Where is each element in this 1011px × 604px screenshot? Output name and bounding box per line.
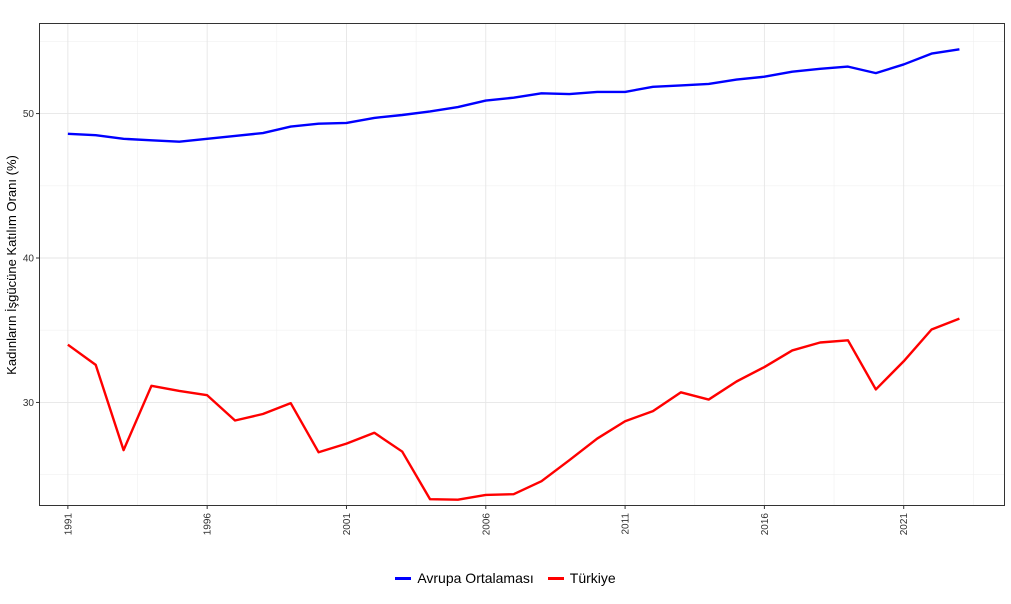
legend-label-avrupa: Avrupa Ortalaması <box>417 570 534 586</box>
legend-key-turkiye <box>547 576 564 580</box>
x-tick-label: 1991 <box>63 513 74 536</box>
x-tick-label: 2016 <box>760 513 771 536</box>
y-tick-label: 40 <box>23 254 35 265</box>
legend-label-turkiye: Türkiye <box>569 570 616 586</box>
x-tick-label: 2021 <box>899 513 910 536</box>
y-axis-title: Kadınların İşgücüne Katılım Oranı (%) <box>4 155 19 375</box>
y-tick-label: 50 <box>23 109 35 120</box>
x-tick-label: 2006 <box>481 513 492 536</box>
y-tick-label: 30 <box>23 398 35 409</box>
legend-key-avrupa <box>395 576 412 580</box>
series-line-0 <box>67 48 960 143</box>
legend-item-avrupa: Avrupa Ortalaması <box>395 570 534 586</box>
minor-gridlines <box>40 24 1004 505</box>
series-line-1 <box>67 317 960 501</box>
axis-ticks: 1991 1996 2001 2006 2011 2016 2021 30 40 50 <box>23 109 910 535</box>
legend-item-turkiye: Türkiye <box>547 570 616 586</box>
major-gridlines <box>40 24 1004 505</box>
x-tick-label: 2001 <box>342 513 353 536</box>
plot-panel <box>39 23 1005 506</box>
x-tick-label: 2011 <box>621 513 632 535</box>
x-tick-label: 1996 <box>203 513 214 536</box>
series-lines <box>67 48 960 501</box>
legend: Avrupa Ortalaması Türkiye <box>0 570 1011 586</box>
